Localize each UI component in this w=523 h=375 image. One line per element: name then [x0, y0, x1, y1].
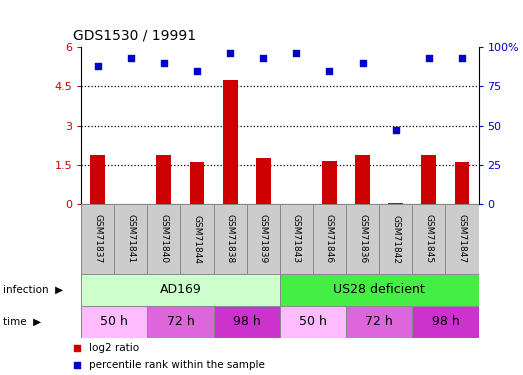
Text: GSM71840: GSM71840	[160, 214, 168, 264]
Point	[127, 55, 135, 61]
Text: GSM71847: GSM71847	[458, 214, 467, 264]
Bar	[189, 162, 204, 204]
Text: log2 ratio: log2 ratio	[89, 343, 140, 353]
Point	[325, 68, 334, 74]
Text: 72 h: 72 h	[365, 315, 393, 328]
Text: GSM71837: GSM71837	[93, 214, 102, 264]
Bar	[322, 161, 337, 204]
Bar	[81, 204, 114, 274]
Text: 50 h: 50 h	[100, 315, 128, 328]
Point	[226, 50, 234, 56]
Point	[358, 60, 367, 66]
Text: GDS1530 / 19991: GDS1530 / 19991	[73, 29, 196, 43]
Point	[458, 55, 466, 61]
Bar	[180, 204, 213, 274]
Bar	[280, 204, 313, 274]
Point	[160, 60, 168, 66]
Text: 98 h: 98 h	[431, 315, 459, 328]
Text: time  ▶: time ▶	[3, 316, 41, 327]
Bar	[90, 154, 105, 204]
Bar	[81, 306, 147, 338]
Bar	[147, 204, 180, 274]
Bar	[346, 204, 379, 274]
Bar	[147, 306, 213, 338]
Bar	[355, 154, 370, 204]
Point	[193, 68, 201, 74]
Bar	[346, 306, 412, 338]
Bar	[156, 154, 172, 204]
Text: GSM71842: GSM71842	[391, 214, 400, 264]
Point	[392, 128, 400, 134]
Bar	[313, 204, 346, 274]
Bar	[454, 162, 470, 204]
Bar	[114, 204, 147, 274]
Text: GSM71846: GSM71846	[325, 214, 334, 264]
Bar	[280, 274, 479, 306]
Point	[73, 362, 81, 368]
Bar	[81, 274, 280, 306]
Text: GSM71841: GSM71841	[126, 214, 135, 264]
Bar	[388, 202, 403, 204]
Text: GSM71844: GSM71844	[192, 214, 201, 264]
Text: GSM71843: GSM71843	[292, 214, 301, 264]
Bar	[223, 80, 237, 204]
Bar	[247, 204, 280, 274]
Text: US28 deficient: US28 deficient	[333, 283, 425, 296]
Text: GSM71839: GSM71839	[259, 214, 268, 264]
Bar	[213, 204, 247, 274]
Bar	[213, 306, 280, 338]
Point	[259, 55, 267, 61]
Bar	[256, 159, 271, 204]
Text: GSM71838: GSM71838	[225, 214, 235, 264]
Text: GSM71845: GSM71845	[424, 214, 434, 264]
Bar	[412, 306, 479, 338]
Text: infection  ▶: infection ▶	[3, 285, 63, 295]
Text: percentile rank within the sample: percentile rank within the sample	[89, 360, 265, 370]
Point	[94, 63, 102, 69]
Point	[292, 50, 301, 56]
Point	[73, 345, 81, 351]
Bar	[379, 204, 412, 274]
Text: AD169: AD169	[160, 283, 201, 296]
Bar	[446, 204, 479, 274]
Text: 98 h: 98 h	[233, 315, 260, 328]
Text: 50 h: 50 h	[299, 315, 327, 328]
Point	[425, 55, 433, 61]
Bar	[412, 204, 446, 274]
Text: 72 h: 72 h	[166, 315, 195, 328]
Text: GSM71836: GSM71836	[358, 214, 367, 264]
Bar	[280, 306, 346, 338]
Bar	[422, 154, 436, 204]
